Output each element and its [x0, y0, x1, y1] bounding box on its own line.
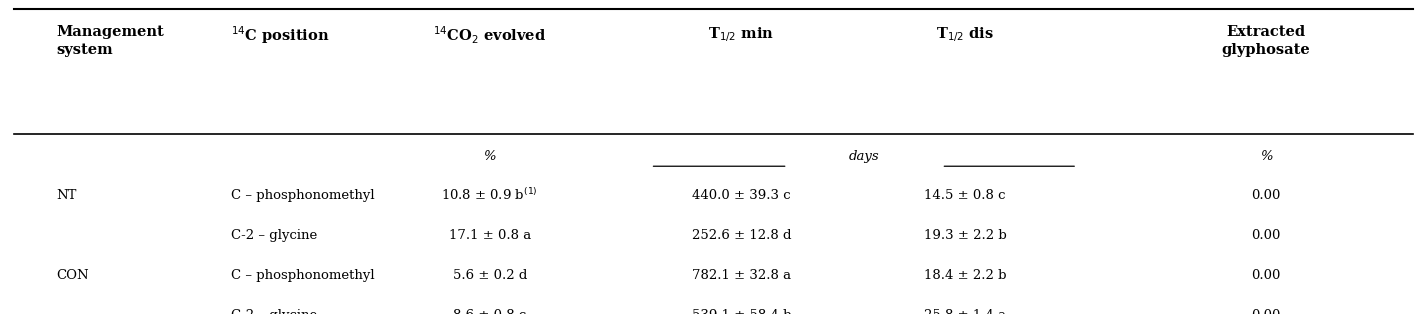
Text: C-2 – glycine: C-2 – glycine [231, 229, 317, 242]
Text: 10.8 ± 0.9 b$^{(1)}$: 10.8 ± 0.9 b$^{(1)}$ [441, 187, 538, 203]
Text: 440.0 ± 39.3 c: 440.0 ± 39.3 c [692, 189, 791, 202]
Text: 539.1 ± 58.4 b: 539.1 ± 58.4 b [692, 309, 791, 314]
Text: %: % [484, 150, 497, 164]
Text: 252.6 ± 12.8 d: 252.6 ± 12.8 d [692, 229, 791, 242]
Text: C – phosphonomethyl: C – phosphonomethyl [231, 189, 375, 202]
Text: %: % [1260, 150, 1273, 164]
Text: $^{14}$CO$_2$ evolved: $^{14}$CO$_2$ evolved [434, 25, 547, 46]
Text: Management
system: Management system [56, 25, 164, 57]
Text: Extracted
glyphosate: Extracted glyphosate [1222, 25, 1310, 57]
Text: T$_{1/2}$ min: T$_{1/2}$ min [708, 25, 775, 44]
Text: T$_{1/2}$ dis: T$_{1/2}$ dis [936, 25, 995, 44]
Text: 0.00: 0.00 [1251, 269, 1280, 282]
Text: CON: CON [56, 269, 88, 282]
Text: 5.6 ± 0.2 d: 5.6 ± 0.2 d [452, 269, 527, 282]
Text: 17.1 ± 0.8 a: 17.1 ± 0.8 a [448, 229, 531, 242]
Text: C – phosphonomethyl: C – phosphonomethyl [231, 269, 375, 282]
Text: NT: NT [56, 189, 77, 202]
Text: days: days [849, 150, 880, 164]
Text: 0.00: 0.00 [1251, 309, 1280, 314]
Text: 14.5 ± 0.8 c: 14.5 ± 0.8 c [925, 189, 1006, 202]
Text: $^{14}$C position: $^{14}$C position [231, 25, 330, 46]
Text: 782.1 ± 32.8 a: 782.1 ± 32.8 a [692, 269, 791, 282]
Text: C-2 – glycine: C-2 – glycine [231, 309, 317, 314]
Text: 0.00: 0.00 [1251, 229, 1280, 242]
Text: 18.4 ± 2.2 b: 18.4 ± 2.2 b [923, 269, 1006, 282]
Text: 19.3 ± 2.2 b: 19.3 ± 2.2 b [923, 229, 1006, 242]
Text: 8.6 ± 0.8 c: 8.6 ± 0.8 c [454, 309, 527, 314]
Text: 25.8 ± 1.4 a: 25.8 ± 1.4 a [925, 309, 1006, 314]
Text: 0.00: 0.00 [1251, 189, 1280, 202]
